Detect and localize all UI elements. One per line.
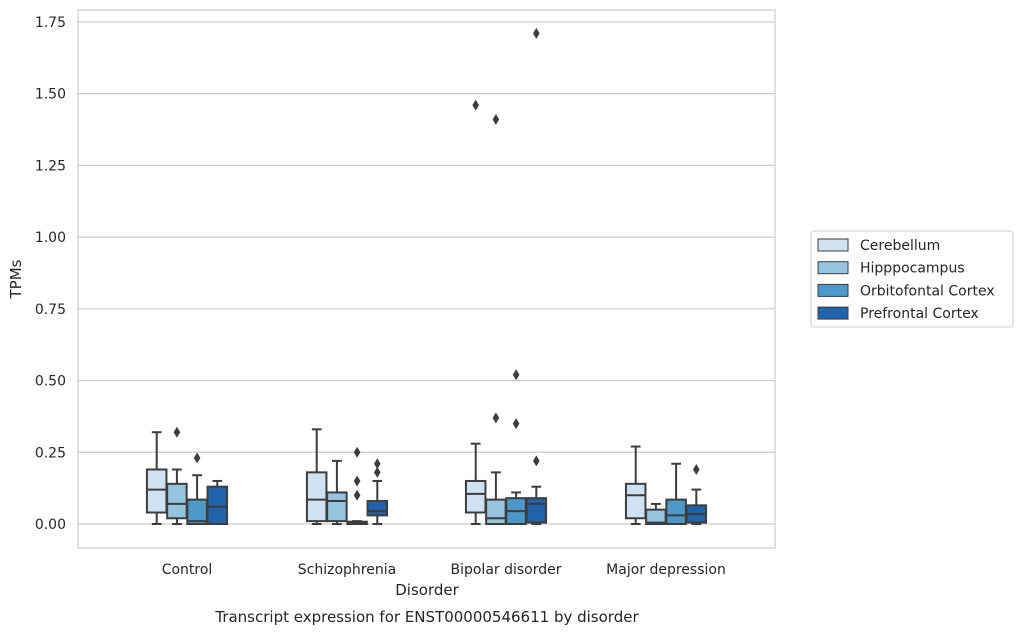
box-cerebellum <box>624 445 647 525</box>
y-tick-label: 0.75 <box>35 302 66 318</box>
legend-label: Orbitofontal Cortex <box>860 283 995 299</box>
iqr-box <box>326 491 348 523</box>
y-tick-label: 1.50 <box>35 87 66 103</box>
iqr-box <box>525 497 548 524</box>
legend: Cerebellum Hipppocampus Orbitofontal Corte… <box>810 230 1014 328</box>
legend-swatch <box>817 261 849 275</box>
legend-swatch <box>817 306 849 320</box>
chart-caption: Transcript expression for ENST0000054661… <box>214 608 639 626</box>
iqr-box <box>624 482 647 520</box>
outlier-point <box>492 412 500 424</box>
y-tick-label: 0.50 <box>35 374 66 390</box>
box-prefrontal-cortex <box>206 479 229 526</box>
legend-label: Hipppocampus <box>860 261 965 277</box>
box-cerebellum <box>145 431 168 525</box>
legend-frame <box>810 230 1014 328</box>
outlier-point <box>374 466 381 478</box>
outlier-point <box>693 463 700 475</box>
iqr-box <box>166 482 188 520</box>
outlier-point <box>472 99 479 111</box>
box-hipppocampus <box>326 459 348 525</box>
box-hipppocampus <box>485 113 507 525</box>
box-orbitofontal-cortex <box>186 452 208 525</box>
box-hipppocampus <box>166 426 188 525</box>
box-hipppocampus <box>645 502 667 525</box>
x-tick-label: Schizophrenia <box>298 562 396 578</box>
iqr-box <box>145 468 168 514</box>
legend-label: Cerebellum <box>860 238 940 254</box>
iqr-box <box>366 500 389 517</box>
legend-swatch <box>817 283 849 297</box>
box-prefrontal-cortex <box>525 27 548 525</box>
iqr-box <box>464 479 487 514</box>
outlier-point <box>353 446 361 458</box>
y-tick-label: 0.00 <box>35 517 66 533</box>
grid-lines <box>78 21 775 525</box>
box-orbitofontal-cortex <box>505 369 527 525</box>
x-tick-label: Major depression <box>606 562 726 578</box>
outlier-point <box>533 455 540 467</box>
x-tick-label: Bipolar disorder <box>450 562 561 578</box>
y-tick-label: 1.00 <box>35 230 66 246</box>
iqr-box <box>665 498 687 525</box>
outlier-point <box>374 458 381 470</box>
outlier-point <box>512 369 520 381</box>
y-tick-label: 1.25 <box>35 158 66 174</box>
x-tick-labels: Control Schizophrenia Bipolar disorder Majo… <box>162 562 726 578</box>
outlier-point <box>353 475 361 487</box>
y-tick-label: 0.25 <box>35 445 66 461</box>
iqr-box <box>485 498 507 525</box>
box-orbitofontal-cortex <box>346 446 368 525</box>
outlier-point <box>512 418 520 430</box>
box-cerebellum <box>464 99 487 525</box>
box-plot-layer <box>145 27 708 526</box>
iqr-box <box>206 485 229 526</box>
outlier-point <box>173 426 181 438</box>
y-axis-label: TPMs <box>7 259 25 299</box>
outlier-point <box>533 27 540 39</box>
y-tick-labels: 0.00 0.25 0.50 0.75 1.00 1.25 1.50 1.75 <box>35 15 66 533</box>
box-prefrontal-cortex <box>366 458 389 525</box>
outlier-point <box>193 452 201 464</box>
plot-frame <box>77 9 776 549</box>
outlier-point <box>353 489 361 501</box>
iqr-box <box>305 471 328 523</box>
box-cerebellum <box>305 428 328 525</box>
x-axis-label: Disorder <box>395 581 459 599</box>
box-prefrontal-cortex <box>685 463 708 525</box>
legend-label: Prefrontal Cortex <box>860 306 979 322</box>
legend-swatch <box>817 238 849 252</box>
box-orbitofontal-cortex <box>665 462 687 525</box>
x-tick-label: Control <box>162 562 213 578</box>
outlier-point <box>492 113 500 125</box>
y-tick-label: 1.75 <box>35 15 66 31</box>
